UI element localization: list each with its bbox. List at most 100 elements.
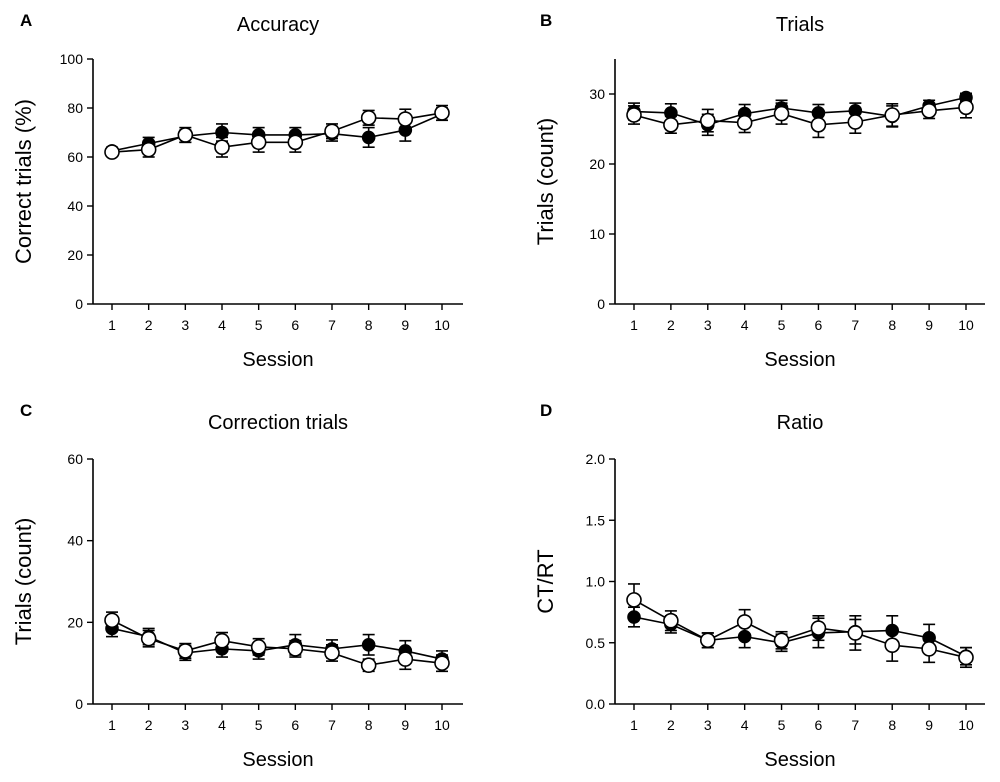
data-point-open (287, 134, 304, 151)
x-tick-label: 9 (925, 717, 933, 733)
data-point-open (736, 114, 753, 131)
series-line-open (111, 112, 443, 153)
y-tick-label: 2.0 (586, 451, 606, 467)
panel-letter: C (20, 401, 32, 420)
data-point-open (104, 612, 120, 629)
x-tick-label: 3 (704, 317, 712, 333)
x-tick-label: 7 (851, 317, 859, 333)
data-point-open (397, 651, 414, 667)
x-tick-label: 4 (218, 717, 226, 733)
data-point-open (397, 111, 414, 127)
x-tick-label: 7 (328, 717, 336, 733)
y-tick-label: 1.5 (586, 512, 606, 528)
x-tick-label: 6 (815, 717, 823, 733)
data-point-open (626, 107, 642, 123)
y-tick-label: 40 (67, 533, 83, 549)
data-point-open (847, 625, 864, 641)
chart-title: Ratio (777, 412, 824, 434)
data-point-open (360, 657, 377, 674)
data-point-filled (737, 629, 752, 644)
y-tick-label: 40 (67, 198, 83, 214)
x-tick-label: 4 (741, 717, 749, 733)
data-point-open (663, 612, 679, 629)
x-tick-label: 8 (888, 717, 896, 733)
data-point-open (773, 632, 790, 649)
x-tick-label: 10 (434, 717, 450, 733)
data-point-open (921, 641, 937, 657)
y-tick-label: 20 (67, 614, 83, 630)
data-point-open (140, 630, 157, 647)
x-tick-label: 1 (630, 717, 638, 733)
x-axis-label: Session (764, 349, 835, 371)
data-point-open (177, 127, 194, 143)
data-point-open (214, 139, 230, 155)
x-tick-label: 5 (255, 317, 263, 333)
y-tick-label: 80 (67, 100, 83, 116)
data-point-open (214, 632, 230, 649)
x-tick-label: 9 (925, 317, 933, 333)
data-point-open (810, 620, 827, 636)
x-tick-label: 9 (401, 717, 409, 733)
data-point-open (884, 637, 901, 654)
x-tick-label: 2 (667, 717, 675, 733)
x-tick-label: 8 (365, 717, 373, 733)
y-tick-label: 30 (589, 86, 605, 102)
data-point-open (324, 123, 340, 140)
x-tick-label: 5 (255, 717, 263, 733)
x-tick-label: 6 (291, 717, 299, 733)
x-tick-label: 4 (218, 317, 226, 333)
y-tick-label: 100 (60, 51, 84, 67)
data-point-open (250, 639, 267, 655)
y-tick-label: 60 (67, 451, 83, 467)
data-point-open (958, 649, 974, 666)
data-point-open (736, 614, 753, 630)
x-tick-label: 6 (815, 317, 823, 333)
data-point-filled (215, 125, 229, 140)
data-point-open (434, 655, 450, 671)
series-line-filled (633, 96, 967, 126)
series-line-open (633, 106, 967, 126)
panel-letter: B (540, 11, 552, 30)
y-tick-label: 0 (75, 296, 83, 312)
chart-title: Trials (776, 14, 824, 36)
data-point-filled (885, 623, 900, 638)
y-tick-label: 0.5 (586, 635, 606, 651)
y-tick-label: 20 (589, 156, 605, 172)
data-point-open (360, 110, 377, 126)
panel-c: C Correction trials 0 20 40 60 1 2 3 4 5 6 7 8 9 10 Sess… (11, 401, 463, 771)
x-tick-label: 7 (328, 317, 336, 333)
y-tick-label: 1.0 (586, 574, 606, 590)
y-axis-label: Trials (count) (11, 518, 36, 646)
series-line-open (111, 619, 443, 667)
x-tick-label: 5 (778, 317, 786, 333)
panel-b: B Trials 0 10 20 30 1 2 3 4 5 6 7 8 9 10 Session Trials (… (533, 11, 985, 371)
data-point-open (434, 105, 450, 121)
data-point-filled (627, 610, 641, 624)
x-tick-label: 3 (181, 317, 189, 333)
y-axis-label: Trials (count) (533, 118, 558, 246)
data-point-open (884, 107, 901, 123)
x-tick-label: 6 (291, 317, 299, 333)
chart-title: Correction trials (208, 412, 348, 434)
y-tick-label: 0 (75, 696, 83, 712)
x-axis-label: Session (764, 749, 835, 771)
data-point-open (773, 105, 790, 122)
chart-title: Accuracy (237, 14, 319, 36)
y-tick-label: 60 (67, 149, 83, 165)
data-point-open (921, 103, 937, 119)
x-tick-label: 2 (667, 317, 675, 333)
series-line-filled (633, 616, 967, 657)
data-point-open (287, 641, 304, 657)
data-point-open (177, 643, 194, 659)
x-tick-label: 8 (888, 317, 896, 333)
y-axis-label: CT/RT (533, 549, 558, 613)
y-tick-label: 20 (67, 247, 83, 263)
panel-letter: D (540, 401, 552, 420)
data-point-open (663, 117, 679, 133)
data-point-open (104, 144, 120, 160)
data-point-open (324, 645, 340, 661)
data-point-open (958, 99, 974, 116)
x-axis-label: Session (242, 749, 313, 771)
x-tick-label: 2 (145, 717, 153, 733)
